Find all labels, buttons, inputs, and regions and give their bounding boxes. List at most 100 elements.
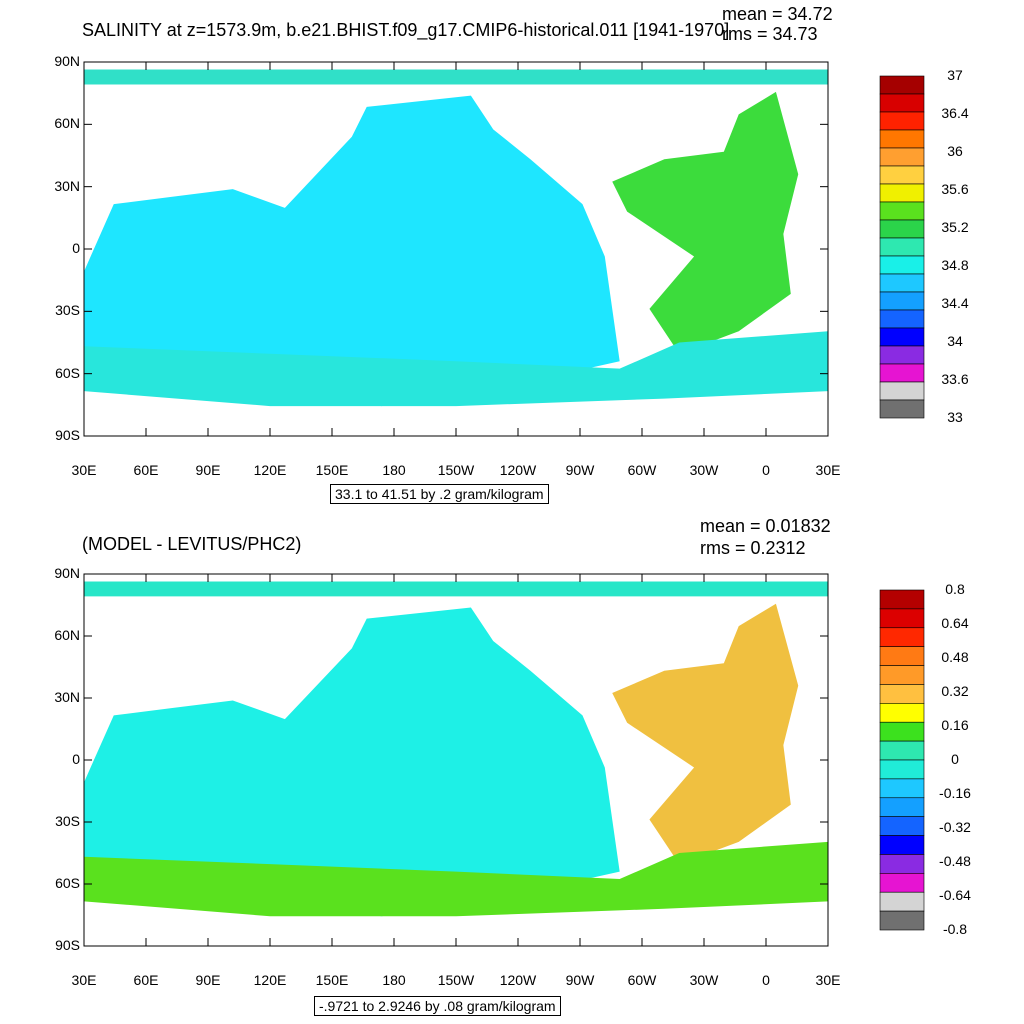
colorbar-label: 36 <box>947 143 963 159</box>
colorbar-box <box>879 399 925 419</box>
colorbar-box <box>879 363 925 383</box>
colorbar-box <box>879 183 925 203</box>
colorbar-box <box>879 589 925 610</box>
colorbar-label: 0 <box>951 751 959 767</box>
panel1-range-label: 33.1 to 41.51 by .2 gram/kilogram <box>330 484 549 504</box>
colorbar-box <box>879 759 925 780</box>
y-tick-label: 90N <box>54 565 80 581</box>
y-tick-label: 30N <box>54 177 80 194</box>
x-tick-label: 30W <box>689 972 719 988</box>
colorbar-label: 37 <box>947 67 963 83</box>
x-tick-label: 150E <box>315 972 349 988</box>
colorbar-box <box>879 873 925 893</box>
panel1-mean: mean = 34.72 <box>722 4 833 24</box>
y-tick-label: 30N <box>54 689 80 705</box>
y-tick-label: 60N <box>54 627 80 643</box>
colorbar-label: 34.8 <box>941 257 969 273</box>
colorbar-box <box>879 797 925 817</box>
colorbar-box <box>879 608 925 629</box>
panel2-rms: rms = 0.2312 <box>700 538 806 558</box>
colorbar-box <box>879 891 925 912</box>
colorbar-box <box>879 684 925 704</box>
colorbar-box <box>879 703 925 723</box>
colorbar-label: 34 <box>947 333 963 349</box>
colorbar-box <box>879 129 925 149</box>
colorbar-label: 33 <box>947 409 963 425</box>
colorbar-box <box>879 910 925 931</box>
colorbar-label: 36.4 <box>941 105 969 121</box>
x-tick-label: 150W <box>437 462 475 478</box>
colorbar-box <box>879 327 925 347</box>
panel2-title: (MODEL - LEVITUS/PHC2) <box>82 534 302 554</box>
colorbar-label: 34.4 <box>941 295 969 311</box>
colorbar-label: 0.8 <box>945 581 965 597</box>
y-tick-label: 90N <box>54 53 80 69</box>
y-tick-label: 30S <box>55 302 80 319</box>
y-tick-label: 0 <box>72 751 80 767</box>
colorbar-box <box>879 721 925 742</box>
x-tick-label: 90E <box>195 972 221 988</box>
y-tick-label: 0 <box>72 240 80 256</box>
colorbar-box <box>879 201 925 221</box>
colorbar-label: 33.6 <box>941 371 969 387</box>
colorbar-box <box>879 854 925 874</box>
colorbar-box <box>879 165 925 185</box>
panel1-rms: rms = 34.73 <box>722 24 818 44</box>
colorbar-box <box>879 291 925 311</box>
atlantic-ocean-field <box>612 603 799 865</box>
x-tick-label: 0 <box>762 462 770 478</box>
colorbar-label: -0.64 <box>939 887 971 903</box>
southern-ocean-field <box>84 331 828 407</box>
x-tick-label: 0 <box>762 972 770 988</box>
x-tick-label: 90W <box>565 462 595 478</box>
colorbar-box <box>879 778 925 799</box>
panel2-mean: mean = 0.01832 <box>700 516 831 536</box>
colorbar-box <box>879 740 925 761</box>
y-tick-label: 60S <box>55 364 80 381</box>
colorbar-label: 0.16 <box>941 717 969 733</box>
y-tick-label: 60S <box>55 875 80 891</box>
x-tick-label: 30E <box>815 972 841 988</box>
colorbar-label: 0.32 <box>941 683 969 699</box>
x-tick-label: 120W <box>499 462 537 478</box>
panel2-range-label: -.9721 to 2.9246 by .08 gram/kilogram <box>314 996 561 1016</box>
colorbar-label: -0.48 <box>939 853 971 869</box>
colorbar-label: -0.16 <box>939 785 971 801</box>
x-tick-label: 180 <box>382 462 406 478</box>
colorbar-box <box>879 309 925 329</box>
colorbar-label: 35.6 <box>941 181 969 197</box>
atlantic-ocean-field <box>612 91 799 354</box>
x-tick-label: 120E <box>253 972 287 988</box>
colorbar-box <box>879 255 925 275</box>
panel1-map <box>83 61 925 437</box>
colorbar-box <box>879 835 925 855</box>
colorbar-box <box>879 816 925 836</box>
x-tick-label: 120E <box>253 462 287 478</box>
colorbar-label: -0.32 <box>939 819 971 835</box>
colorbar-box <box>879 627 925 647</box>
y-tick-label: 90S <box>55 427 80 443</box>
y-tick-label: 30S <box>55 813 80 829</box>
y-tick-label: 90S <box>55 937 80 953</box>
colorbar-box <box>879 147 925 167</box>
southern-ocean-field <box>84 841 828 917</box>
colorbar-box <box>879 273 925 293</box>
colorbar-box <box>879 381 925 401</box>
colorbar-box <box>879 75 925 95</box>
colorbar-box <box>879 345 925 365</box>
x-tick-label: 30E <box>71 972 97 988</box>
x-tick-label: 60E <box>133 972 159 988</box>
colorbar-box <box>879 646 925 666</box>
arctic-ocean-field <box>84 581 828 597</box>
panel1-title: SALINITY at z=1573.9m, b.e21.BHIST.f09_g… <box>82 20 730 40</box>
x-tick-label: 60W <box>627 462 657 478</box>
colorbar-box <box>879 237 925 257</box>
pacific-indian-ocean-field <box>84 95 620 407</box>
x-tick-label: 30E <box>71 462 97 478</box>
pacific-indian-ocean-field <box>84 607 620 917</box>
y-tick-label: 60N <box>54 115 80 132</box>
colorbar-box <box>879 93 925 113</box>
colorbar-box <box>879 111 925 131</box>
colorbar-box <box>879 219 925 239</box>
